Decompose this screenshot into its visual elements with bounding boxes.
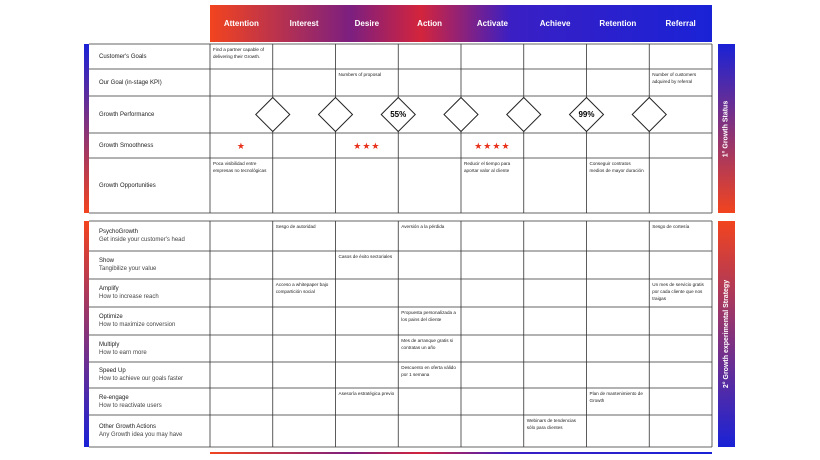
stage-header: Retention — [599, 19, 637, 28]
left-bar — [84, 221, 89, 447]
cell-note: Plan de mantenimiento de Growth — [589, 391, 643, 403]
performance-value: 99% — [578, 109, 595, 119]
row-title: Other Growth Actions — [99, 424, 157, 430]
row-subtitle: How to increase reach — [99, 294, 159, 300]
row-title: Multiply — [99, 341, 120, 348]
stage-header: Achieve — [539, 19, 571, 28]
section-title: 2° Growth experimental Strategy — [722, 279, 730, 389]
row-title: Show — [99, 258, 115, 264]
row-title: PsychoGrowth — [99, 229, 139, 235]
row-title: Customer's Goals — [99, 53, 147, 60]
side-bar — [718, 221, 735, 447]
cell-note: Number of customers adquired by referral — [652, 72, 697, 84]
star-rating: ★★★ — [353, 140, 381, 151]
star-rating: ★★★★ — [474, 140, 511, 151]
row-subtitle: How to achieve our goals faster — [99, 376, 184, 382]
cell-note: Propuesta personalizada a los pains del … — [401, 310, 456, 322]
row-title: Growth Opportunities — [99, 182, 156, 189]
row-title: Re-engage — [99, 394, 129, 401]
row-label: Growth Smoothness — [99, 133, 207, 158]
star-rating: ★ — [236, 140, 246, 151]
cell-note: Reducir el tiempo para aportar valor al … — [464, 161, 511, 173]
row-title: Growth Smoothness — [99, 142, 154, 149]
side-bar — [718, 44, 735, 213]
stage-header: Desire — [354, 19, 380, 28]
performance-value: 55% — [390, 109, 407, 119]
cell-note: Find a partner capable of delivering the… — [213, 47, 265, 59]
left-bar — [84, 44, 89, 213]
row-title: Amplify — [99, 286, 119, 292]
performance-diamond — [380, 96, 416, 133]
performance-diamond — [443, 96, 479, 133]
cell-note: Sesgo de cortesía — [652, 224, 690, 229]
row-subtitle: How to reactivate users — [99, 402, 162, 409]
row-label: Other Growth Actions Any Growth idea you … — [99, 415, 207, 447]
section-title: 1° Growth Status — [722, 100, 730, 157]
stage-header: Attention — [223, 19, 259, 28]
row-title: Speed Up — [99, 368, 126, 374]
cell-note: Numbers of proposal — [338, 72, 382, 77]
header-bar — [210, 5, 712, 42]
row-label: Speed Up How to achieve our goals faster — [99, 362, 207, 388]
cell-note: Webinars de tendencias sólo para cliente… — [526, 418, 576, 430]
stage-header: Referral — [665, 19, 696, 28]
cell-note: Descuento en oferta válido por 1 semana — [401, 365, 456, 377]
row-label: Multiply How to earn more — [99, 335, 207, 362]
row-label: Our Goal (in-stage KPI) — [99, 69, 207, 96]
performance-diamond — [506, 96, 542, 133]
performance-diamond — [631, 96, 667, 133]
row-label: Growth Opportunities — [99, 158, 207, 213]
row-subtitle: Tangibilize your value — [99, 266, 157, 272]
performance-diamond — [317, 96, 354, 133]
bottom-line — [210, 452, 712, 454]
row-label: Growth Performance — [99, 96, 207, 133]
row-subtitle: Get inside your customer's head — [99, 237, 185, 243]
row-subtitle: Any Growth idea you may have — [99, 432, 183, 438]
row-subtitle: How to maximize conversion — [99, 322, 176, 328]
stage-header: Action — [417, 19, 443, 28]
cell-note: Un mes de servicio gratis por cada clien… — [652, 282, 704, 301]
performance-diamond — [568, 96, 605, 133]
row-label: Re-engage How to reactivate users — [99, 388, 207, 415]
row-title: Optimize — [99, 314, 123, 320]
row-label: PsychoGrowth Get inside your customer's h… — [99, 221, 207, 251]
cell-note: Mes de arranque gratis si contratas un a… — [401, 338, 454, 350]
row-label: Show Tangibilize your value — [99, 251, 207, 279]
row-title: Growth Performance — [99, 111, 155, 118]
row-label: Amplify How to increase reach — [99, 279, 207, 307]
stage-header: Interest — [289, 19, 319, 28]
cell-note: Conseguir contratos medios de mayor dura… — [589, 161, 644, 173]
row-label: Optimize How to maximize conversion — [99, 307, 207, 335]
row-label: Customer's Goals — [99, 44, 207, 69]
performance-diamond — [255, 96, 291, 133]
cell-note: Acceso a whitepaper bajo compartición so… — [275, 282, 329, 294]
cell-note: Casos de éxito sectoriales — [338, 254, 393, 259]
stage-header: Activate — [476, 19, 508, 28]
row-subtitle: How to earn more — [99, 349, 147, 356]
cell-note: Asesoría estratégica previo — [338, 391, 395, 396]
cell-note: Sesgo de autoridad — [275, 224, 316, 229]
row-title: Our Goal (in-stage KPI) — [99, 79, 162, 86]
cell-note: Aversión a la pérdida — [401, 224, 445, 229]
cell-note: Poca visibilidad entre empresas no tecno… — [213, 161, 267, 173]
